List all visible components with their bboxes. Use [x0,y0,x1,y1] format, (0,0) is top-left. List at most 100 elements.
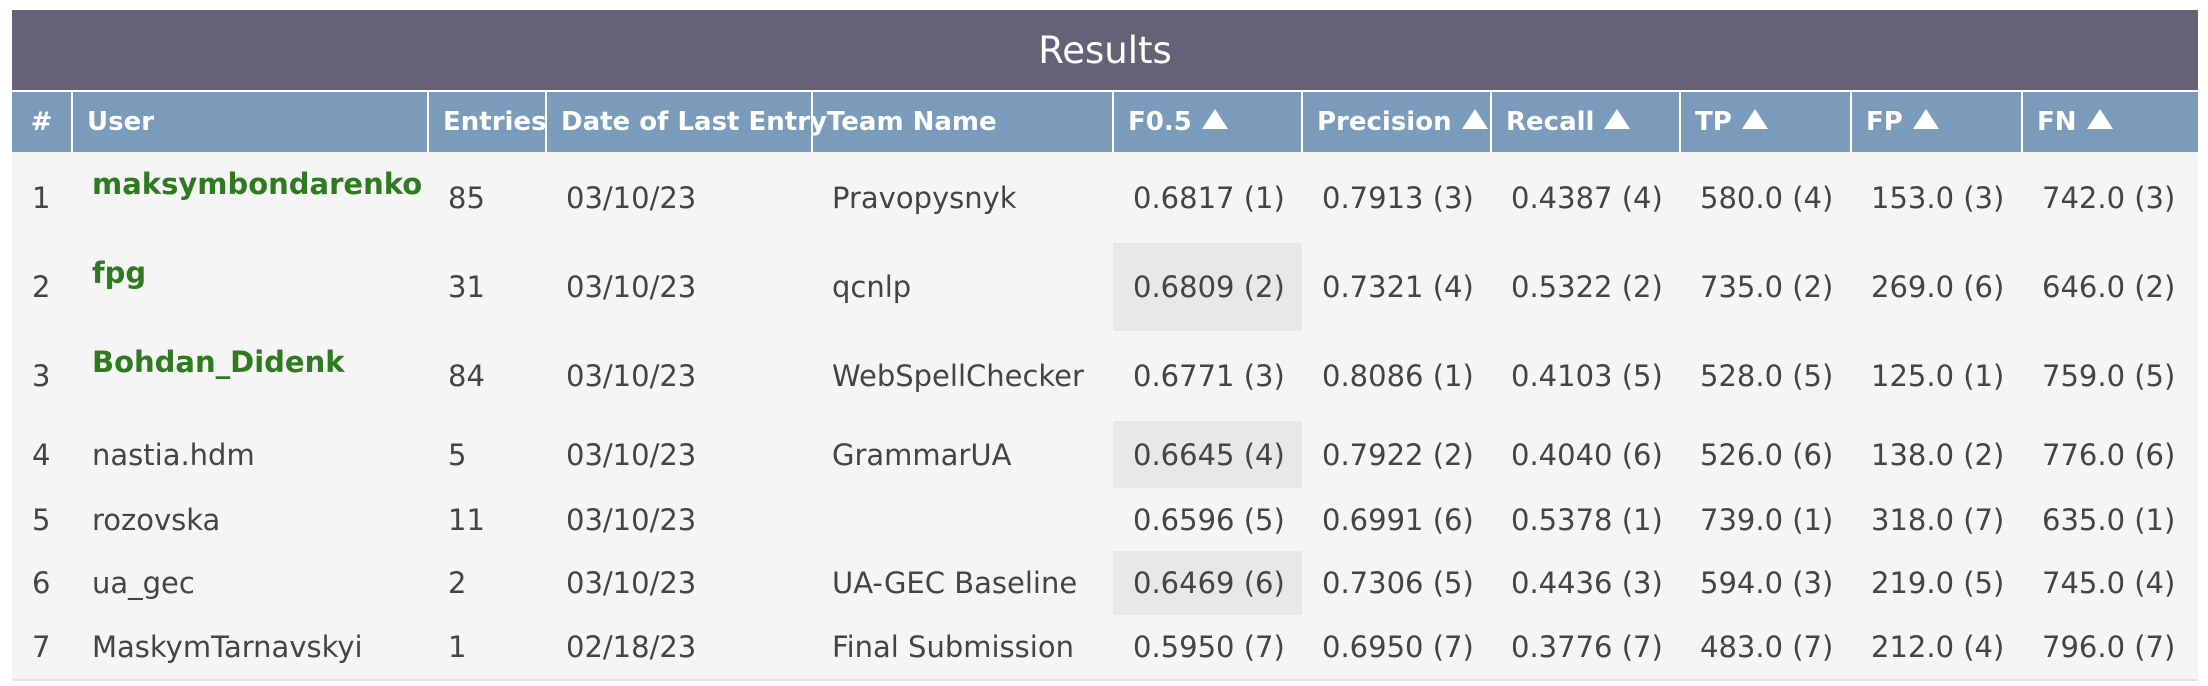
sort-ascending-icon[interactable] [1741,109,1768,129]
cell-date: 03/10/23 [566,502,697,537]
cell-recall: 0.4436 (3) [1511,566,1663,600]
table-row: 1 maksymbondarenko 85 03/10/23 Pravopysnyk 0.… [12,152,2198,243]
cell-recall: 0.3776 (7) [1511,630,1663,664]
sort-ascending-icon[interactable] [1912,109,1939,129]
cell-tp: 526.0 (6) [1700,437,1834,472]
cell-date: 03/10/23 [566,566,697,600]
column-header-f05[interactable]: F0.5 [1113,92,1303,152]
table-row: 3 Bohdan_Didenk 84 03/10/23 WebSpellChecker 0… [12,331,2198,421]
table-row: 5 rozovska 11 03/10/23 0.6596 (5) 0.6991 (6) 0… [12,488,2198,551]
cell-entries: 85 [448,180,485,215]
results-table: # User Entries Date of Last Entry Team Name F… [12,92,2198,679]
cell-f05: 0.6469 (6) [1113,551,1302,615]
cell-fn: 776.0 (6) [2042,437,2176,472]
cell-tp: 483.0 (7) [1700,630,1834,664]
cell-entries: 5 [448,437,467,472]
table-row: 6 ua_gec 2 03/10/23 UA-GEC Baseline 0.6469 (6… [12,551,2198,615]
table-body: 1 maksymbondarenko 85 03/10/23 Pravopysnyk 0.… [12,152,2198,679]
sort-ascending-icon[interactable] [1604,109,1631,129]
cell-entries: 2 [448,566,467,600]
cell-fn: 742.0 (3) [2042,180,2176,215]
cell-date: 02/18/23 [566,630,697,664]
cell-f05: 0.5950 (7) [1133,630,1285,664]
cell-rank: 6 [32,566,51,600]
cell-team: WebSpellChecker [832,359,1084,393]
cell-fn: 635.0 (1) [2042,502,2176,537]
cell-fp: 318.0 (7) [1871,502,2005,537]
cell-user: MaskymTarnavskyi [92,630,363,664]
cell-f05: 0.6596 (5) [1133,502,1285,537]
cell-fn: 796.0 (7) [2042,630,2176,664]
cell-user: ua_gec [92,566,195,600]
cell-rank: 7 [32,630,51,664]
user-profile-link[interactable]: maksymbondarenko [92,166,423,201]
cell-precision: 0.6991 (6) [1322,502,1474,537]
cell-date: 03/10/23 [566,270,697,304]
cell-user: nastia.hdm [92,437,255,472]
cell-team: Pravopysnyk [832,180,1017,215]
cell-recall: 0.5322 (2) [1511,270,1663,304]
cell-fp: 125.0 (1) [1871,359,2005,393]
cell-recall: 0.4387 (4) [1511,180,1663,215]
cell-date: 03/10/23 [566,180,697,215]
cell-team: qcnlp [832,270,912,304]
cell-fn: 759.0 (5) [2042,359,2176,393]
column-header-recall[interactable]: Recall [1491,92,1681,152]
column-header-label: # [30,107,53,137]
cell-rank: 5 [32,502,51,537]
table-header-row: # User Entries Date of Last Entry Team Name F… [12,92,2198,152]
sort-ascending-icon[interactable] [1461,109,1488,129]
cell-fp: 153.0 (3) [1871,180,2005,215]
sort-ascending-icon[interactable] [2086,109,2113,129]
cell-user: rozovska [92,502,221,537]
cell-entries: 1 [448,630,467,664]
table-row: 2 fpg 31 03/10/23 qcnlp 0.6809 (2) 0.7321 (4) 0… [12,243,2198,331]
table-bottom-border [12,679,2198,681]
column-header-label: FN [2037,107,2077,137]
cell-rank: 2 [32,270,51,304]
user-profile-link[interactable]: fpg [92,256,147,290]
cell-precision: 0.7922 (2) [1322,437,1474,472]
cell-team: GrammarUA [832,437,1012,472]
cell-f05: 0.6817 (1) [1133,180,1285,215]
cell-tp: 735.0 (2) [1700,270,1834,304]
column-header-tp[interactable]: TP [1680,92,1852,152]
column-header-label: TP [1695,107,1732,137]
cell-user: maksymbondarenko [72,152,428,243]
sort-ascending-icon[interactable] [1201,109,1228,129]
cell-fp: 269.0 (6) [1871,270,2005,304]
cell-precision: 0.8086 (1) [1322,359,1474,393]
table-row: 7 MaskymTarnavskyi 1 02/18/23 Final Submissi… [12,615,2198,679]
column-header-label: FP [1866,107,1903,137]
cell-rank: 4 [32,437,51,472]
column-header-date: Date of Last Entry [546,92,827,152]
column-header-label: Entries [443,107,547,137]
cell-date: 03/10/23 [566,359,697,393]
column-header-label: Date of Last Entry [561,107,828,137]
cell-recall: 0.4040 (6) [1511,437,1663,472]
column-header-fp[interactable]: FP [1851,92,2023,152]
results-title: Results [12,10,2198,92]
column-header-precision[interactable]: Precision [1302,92,1492,152]
cell-user: Bohdan_Didenk [72,331,428,421]
cell-team: Final Submission [832,630,1074,664]
cell-entries: 31 [448,270,485,304]
column-header-label: Recall [1506,107,1595,137]
cell-entries: 11 [448,502,485,537]
column-header-label: F0.5 [1128,107,1192,137]
cell-user: fpg [72,243,428,331]
column-header-fn[interactable]: FN [2022,92,2198,152]
column-header-entries: Entries [428,92,547,152]
column-header-label: Team Name [827,107,997,137]
cell-precision: 0.7306 (5) [1322,566,1474,600]
cell-recall: 0.4103 (5) [1511,359,1663,393]
cell-tp: 528.0 (5) [1700,359,1834,393]
user-profile-link[interactable]: Bohdan_Didenk [92,345,345,379]
cell-entries: 84 [448,359,485,393]
cell-recall: 0.5378 (1) [1511,502,1663,537]
column-header-label: User [87,107,155,137]
column-header-team: Team Name [812,92,1114,152]
cell-fn: 745.0 (4) [2042,566,2176,600]
column-header-label: Precision [1317,107,1452,137]
column-header-rank: # [12,92,73,152]
